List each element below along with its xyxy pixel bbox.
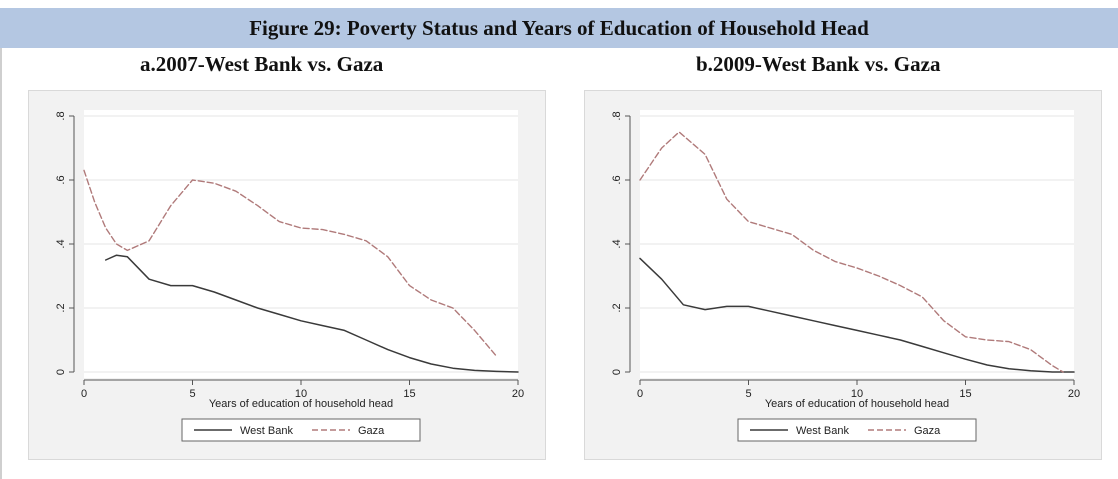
legend: West Bank Gaza [181,418,421,442]
x-tick-label: 0 [637,388,643,400]
y-tick-label: .2 [611,303,623,312]
legend-box [737,418,977,442]
x-tick-label: 0 [81,388,87,400]
figure-title: Figure 29: Poverty Status and Years of E… [0,8,1118,48]
y-tick-label: .4 [55,239,67,248]
legend-label: Gaza [358,425,385,437]
legend: West Bank Gaza [737,418,977,442]
series-line-west-bank [639,257,1075,373]
y-tick-label: .6 [611,175,623,184]
legend-label: West Bank [240,425,293,437]
y-tick-label: .4 [611,239,623,248]
x-tick-label: 20 [1068,388,1080,400]
panel-b-title: b.2009-West Bank vs. Gaza [696,52,941,76]
figure-left-border [0,48,2,479]
series-line-west-bank [104,254,519,373]
chart-panel-a: 0 .2 .4 .6 .8 0 5 10 15 20 Years of education of h… [55,110,524,442]
x-axis-label: Years of education of household head [765,398,949,410]
panel-a-title: a.2007-West Bank vs. Gaza [140,52,384,76]
y-tick-label: 0 [55,369,67,375]
y-tick-label: .6 [55,175,67,184]
legend-label: Gaza [914,425,941,437]
legend-box [181,418,421,442]
x-tick-label: 10 [851,388,863,400]
y-tick-label: .2 [55,303,67,312]
legend-label: West Bank [796,425,849,437]
x-tick-label: 15 [959,388,971,400]
x-tick-label: 15 [403,388,415,400]
x-tick-label: 20 [512,388,524,400]
y-tick-label: 0 [611,369,623,375]
series-line-gaza [639,131,1064,373]
x-tick-label: 10 [295,388,307,400]
y-tick-label: .8 [611,111,623,120]
x-tick-label: 5 [745,388,751,400]
chart-panel-b: 0 .2 .4 .6 .8 0 5 10 15 20 Years of education of h… [611,110,1080,442]
series-line-gaza [83,169,497,357]
y-tick-label: .8 [55,111,67,120]
x-tick-label: 5 [189,388,195,400]
x-axis-label: Years of education of household head [209,398,393,410]
